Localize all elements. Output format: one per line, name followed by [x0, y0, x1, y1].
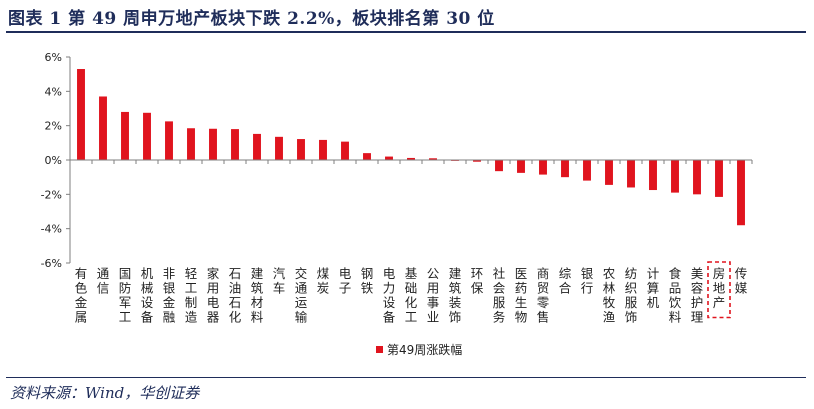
bar — [253, 133, 261, 160]
bar — [583, 160, 591, 181]
legend-swatch — [376, 346, 383, 353]
bar — [275, 136, 283, 160]
x-tick-label: 机械设备 — [141, 266, 154, 325]
bars — [77, 69, 745, 226]
x-tick-label: 汽车 — [273, 266, 286, 296]
x-tick-label: 非银金融 — [163, 266, 176, 325]
bar — [693, 160, 701, 195]
highlight-box — [707, 261, 731, 319]
x-tick-label: 银行 — [581, 266, 594, 296]
x-tick-label: 有色金属 — [75, 266, 88, 325]
x-tick-label: 煤炭 — [317, 266, 330, 296]
y-tick-label: -4% — [41, 223, 62, 236]
bar — [363, 153, 371, 160]
bar — [429, 158, 437, 160]
bar — [671, 160, 679, 193]
x-tick-label: 交通运输 — [295, 266, 308, 325]
source-note: 资料来源：Wind，华创证券 — [10, 384, 200, 402]
bar — [121, 111, 129, 160]
x-tick-label: 钢铁 — [361, 266, 374, 296]
bar — [627, 160, 635, 188]
bar — [737, 160, 745, 226]
bar — [561, 160, 569, 178]
title-rule — [6, 31, 806, 33]
x-tick-label: 美容护理 — [691, 266, 704, 325]
bar — [495, 160, 503, 172]
y-tick-label: 6% — [45, 51, 62, 64]
x-tick-label: 社会服务 — [493, 266, 506, 325]
x-tick-label: 基础化工 — [405, 266, 418, 325]
x-tick-label: 计算机 — [647, 266, 660, 310]
category-labels: 有色金属通信国防军工机械设备非银金融轻工制造家用电器石油石化建筑材料汽车交通运输… — [75, 261, 748, 325]
bar — [99, 96, 107, 160]
y-tick-label: 0% — [45, 154, 62, 167]
footer-rule — [6, 377, 806, 378]
x-tick-label: 建筑材料 — [251, 266, 264, 325]
bar — [143, 112, 151, 160]
x-tick-label: 家用电器 — [207, 266, 220, 325]
x-tick-label: 综合 — [559, 266, 572, 296]
x-tick-label: 电子 — [339, 266, 352, 296]
bar — [385, 156, 393, 160]
x-tick-label: 纺织服饰 — [625, 266, 638, 325]
legend-label: 第49周涨跌幅 — [387, 342, 462, 357]
x-tick-label: 国防军工 — [119, 266, 132, 325]
bar-chart: -6% -4% -2% 0% 2% 4% 6% 有色金属通信国防军工机械设备非银金融轻工制造… — [41, 51, 753, 357]
y-tick-label: 2% — [45, 120, 62, 133]
bar — [605, 160, 613, 185]
y-tick-label: -2% — [41, 188, 62, 201]
y-tick-label: 4% — [45, 85, 62, 98]
bar — [407, 157, 415, 160]
x-tick-label: 通信 — [97, 266, 110, 296]
bar — [187, 128, 195, 160]
bar — [517, 160, 525, 173]
x-tick-label: 建筑装饰 — [449, 266, 462, 325]
bar — [165, 121, 173, 160]
bar — [209, 128, 217, 160]
bar — [649, 160, 657, 191]
bar — [231, 129, 239, 160]
y-tick-label: -6% — [41, 257, 62, 270]
x-tick-label: 石油石化 — [229, 266, 242, 325]
x-tick-label: 传媒 — [735, 266, 748, 296]
bar — [297, 139, 305, 160]
x-tick-label: 医药生物 — [515, 266, 528, 325]
x-tick-label: 食品饮料 — [669, 266, 682, 325]
x-tick-label: 农林牧渔 — [603, 266, 616, 325]
bar — [473, 160, 481, 162]
x-tick-label: 电力设备 — [383, 266, 396, 325]
x-tick-label: 公用事业 — [427, 266, 440, 325]
bar — [715, 160, 723, 197]
x-tick-label: 环保 — [471, 266, 484, 296]
x-tick-label: 商贸零售 — [537, 266, 550, 325]
x-tick-label: 房地产 — [713, 266, 726, 310]
bar — [77, 69, 85, 160]
bar — [341, 141, 349, 160]
y-axis: -6% -4% -2% 0% 2% 4% 6% — [41, 51, 71, 270]
x-axis — [69, 159, 753, 164]
bar — [539, 160, 547, 175]
figure-title: 图表 1 第 49 周申万地产板块下跌 2.2%，板块排名第 30 位 — [8, 9, 495, 29]
legend: 第49周涨跌幅 — [376, 342, 462, 357]
bar — [319, 139, 327, 160]
x-tick-label: 轻工制造 — [185, 266, 198, 325]
